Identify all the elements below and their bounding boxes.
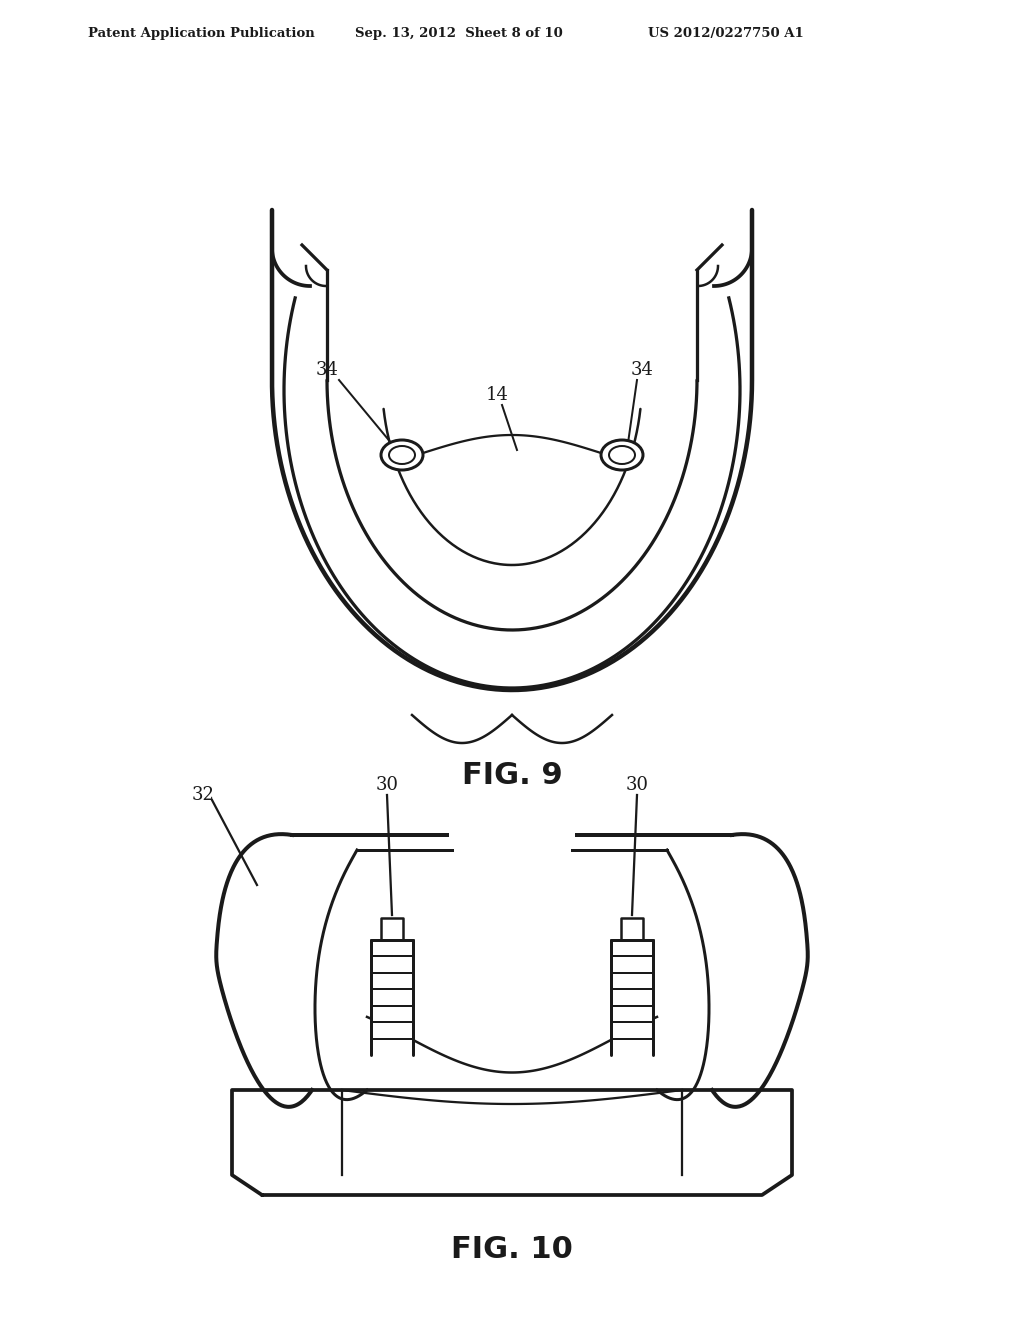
Text: FIG. 10: FIG. 10 — [451, 1236, 573, 1265]
Bar — [381, 917, 403, 940]
Text: FIG. 9: FIG. 9 — [462, 760, 562, 789]
Text: 32: 32 — [193, 785, 215, 804]
Ellipse shape — [601, 440, 643, 470]
Bar — [621, 917, 643, 940]
Text: 34: 34 — [315, 360, 339, 379]
Text: 30: 30 — [376, 776, 398, 795]
Bar — [611, 940, 653, 1055]
Bar — [371, 940, 413, 1055]
Text: 34: 34 — [631, 360, 653, 379]
Text: Sep. 13, 2012  Sheet 8 of 10: Sep. 13, 2012 Sheet 8 of 10 — [355, 26, 563, 40]
Text: 14: 14 — [485, 385, 509, 404]
Ellipse shape — [381, 440, 423, 470]
Polygon shape — [232, 1090, 792, 1195]
Text: US 2012/0227750 A1: US 2012/0227750 A1 — [648, 26, 804, 40]
Text: 30: 30 — [626, 776, 648, 795]
Text: Patent Application Publication: Patent Application Publication — [88, 26, 314, 40]
